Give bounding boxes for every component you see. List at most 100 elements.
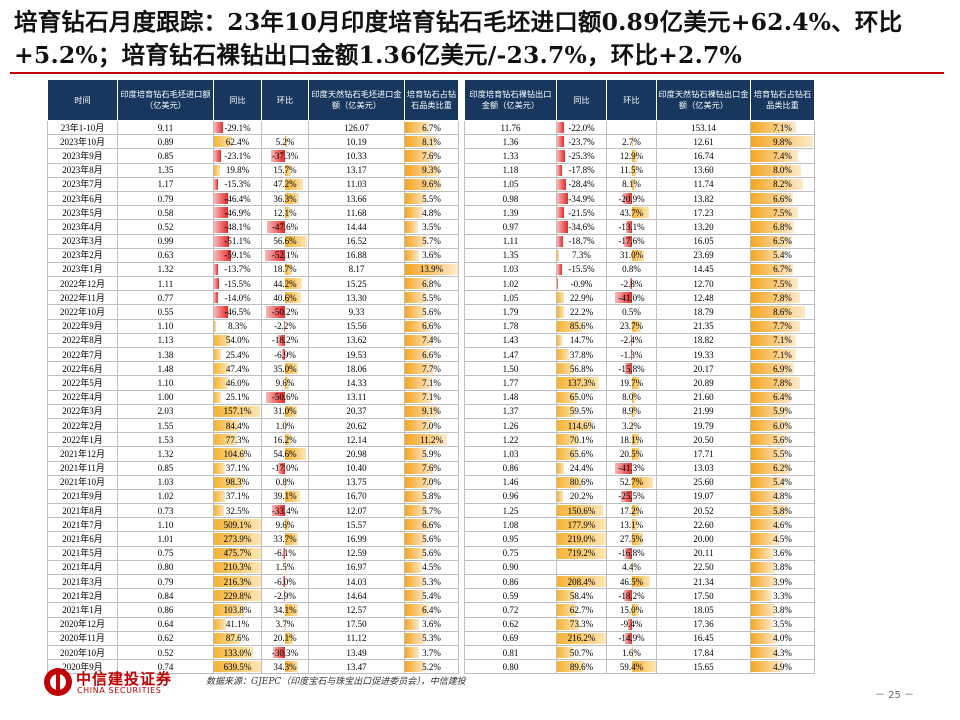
cell-time: 2021年11月	[47, 460, 118, 476]
cell-polished-export-lgd: 0.97	[464, 219, 557, 235]
cell-polished-export-natural: 20.52	[656, 503, 751, 519]
cell-rough-import-lgd: 0.85	[117, 148, 214, 164]
cell-polished-yoy: 56.8%	[556, 361, 607, 377]
cell-rough-import-lgd: 1.53	[117, 432, 214, 448]
cell-text: 2021年2月	[62, 590, 103, 601]
cell-gap	[458, 262, 465, 277]
cell-text: 1.22	[502, 434, 519, 445]
cell-polished-export-lgd: 1.25	[464, 503, 557, 519]
cell-rough-mom: -18.2%	[261, 332, 309, 349]
value-bar	[614, 462, 632, 474]
cell-text: 5.3%	[422, 576, 441, 587]
cell-rough-mom: 15.7%	[261, 162, 309, 178]
table-row: 2023年6月 0.79 -46.4% 36.3% 13.66 5.5% 0.98 -34.9…	[47, 190, 815, 207]
cell-gap	[458, 475, 465, 490]
cell-rough-import-natural: 20.98	[308, 446, 405, 462]
value-bar	[405, 334, 433, 346]
cell-text: 2022年9月	[62, 321, 103, 332]
cell-text: 2021年6月	[62, 534, 103, 545]
value-bar	[557, 363, 575, 375]
cell-polished-yoy: 70.1%	[556, 432, 607, 448]
cell-text: 20.11	[693, 548, 714, 559]
cell-polished-export-natural: 17.23	[656, 205, 751, 221]
cell-text: 14.03	[346, 576, 367, 587]
cell-text: 6.5%	[773, 236, 792, 247]
cell-polished-mom: 13.1%	[606, 517, 657, 533]
logo-text-cn: 中信建投证券	[76, 670, 173, 688]
value-bar	[557, 405, 576, 417]
table-row: 2020年12月 0.64 41.1% 3.7% 17.50 3.6% 0.62 73.3% -…	[47, 616, 815, 632]
cell-polished-export-natural: 17.71	[656, 446, 751, 462]
cell-time: 2021年2月	[47, 588, 118, 604]
cell-gap	[458, 574, 465, 589]
cell-text: 15.0%	[619, 604, 644, 615]
cell-text: -25.5%	[618, 491, 645, 502]
cell-rough-import-natural: 16.88	[308, 247, 405, 263]
cell-gap	[458, 418, 465, 433]
value-bar	[751, 561, 775, 573]
value-bar	[405, 661, 425, 673]
value-bar	[405, 278, 431, 290]
cell-text: 4.8%	[773, 491, 792, 502]
cell-text: 18.82	[693, 335, 714, 346]
cell-text: 40.6%	[273, 292, 297, 303]
table-row: 2022年7月 1.38 25.4% -6.9% 19.53 6.6% 1.47 37.8% -…	[47, 346, 815, 363]
cell-text: 9.11	[157, 122, 174, 133]
cell-text: 9.8%	[773, 136, 792, 147]
cell-text: 5.5%	[422, 193, 441, 204]
cell-text: -17.8%	[568, 165, 595, 176]
table-row: 2023年4月 0.52 -48.1% -47.6% 14.44 3.5% 0.97 -34.…	[47, 219, 815, 235]
value-bar	[624, 235, 632, 247]
cell-rough-import-lgd: 9.11	[117, 119, 214, 136]
cell-polished-lgd-share: 4.8%	[750, 488, 815, 505]
cell-rough-import-natural: 11.03	[308, 176, 405, 192]
value-bar	[557, 604, 577, 616]
table-row: 2022年11月 0.77 -14.0% 40.6% 13.30 5.5% 1.05 22.9…	[47, 290, 815, 306]
cell-text: -22.0%	[568, 122, 595, 133]
cell-text: 1.50	[502, 363, 519, 374]
cell-polished-yoy: 719.2%	[556, 545, 607, 561]
cell-text: 5.9%	[422, 448, 441, 459]
table-row: 2023年7月 1.17 -15.3% 47.2% 11.03 9.6% 1.05 -28.4…	[47, 176, 815, 192]
value-bar	[405, 221, 419, 233]
cell-text: 0.85	[157, 150, 174, 161]
cell-rough-yoy: 46.0%	[213, 375, 262, 391]
cell-rough-yoy: 210.3%	[213, 559, 262, 576]
table-row: 2023年5月 0.58 -46.9% 12.1% 11.68 4.8% 1.39 -21.5…	[47, 205, 815, 221]
cell-rough-import-natural: 20.37	[308, 403, 405, 419]
cell-rough-lgd-share: 4.8%	[404, 205, 459, 221]
cell-text: 8.0%	[773, 165, 792, 176]
cell-text: -37.3%	[271, 150, 299, 161]
cell-rough-import-lgd: 1.10	[117, 375, 214, 391]
value-bar	[405, 519, 430, 531]
cell-text: 5.6%	[422, 534, 441, 545]
value-bar	[557, 391, 577, 403]
cell-rough-import-natural: 20.62	[308, 417, 405, 434]
cell-text: 0.73	[157, 505, 174, 516]
value-bar	[751, 576, 776, 588]
cell-polished-mom: -17.6%	[606, 233, 657, 249]
value-bar	[285, 618, 287, 630]
cell-rough-yoy: -48.1%	[213, 219, 262, 235]
cell-text: 2021年8月	[62, 505, 103, 516]
cell-gap	[458, 560, 465, 575]
cell-polished-yoy: 219.0%	[556, 531, 607, 547]
cell-text: 6.6%	[422, 321, 441, 332]
value-bar	[630, 334, 632, 346]
cell-text: 3.8%	[773, 604, 792, 615]
cell-rough-lgd-share: 6.4%	[404, 602, 459, 618]
cell-text: 14.7%	[569, 335, 594, 346]
cell-text: 13.9%	[419, 264, 444, 275]
value-bar	[405, 150, 434, 162]
cell-polished-mom: -25.5%	[606, 488, 657, 505]
cell-rough-import-lgd: 0.99	[117, 233, 214, 249]
value-bar	[265, 391, 285, 403]
cell-rough-import-lgd: 1.35	[117, 162, 214, 178]
cell-polished-mom: 8.0%	[606, 389, 657, 405]
cell-gap	[458, 304, 465, 320]
cell-text: 80.6%	[569, 477, 594, 488]
cell-rough-lgd-share: 5.3%	[404, 630, 459, 646]
cell-text: 1.48	[502, 392, 519, 403]
value-bar	[631, 249, 645, 261]
value-bar	[751, 278, 799, 290]
